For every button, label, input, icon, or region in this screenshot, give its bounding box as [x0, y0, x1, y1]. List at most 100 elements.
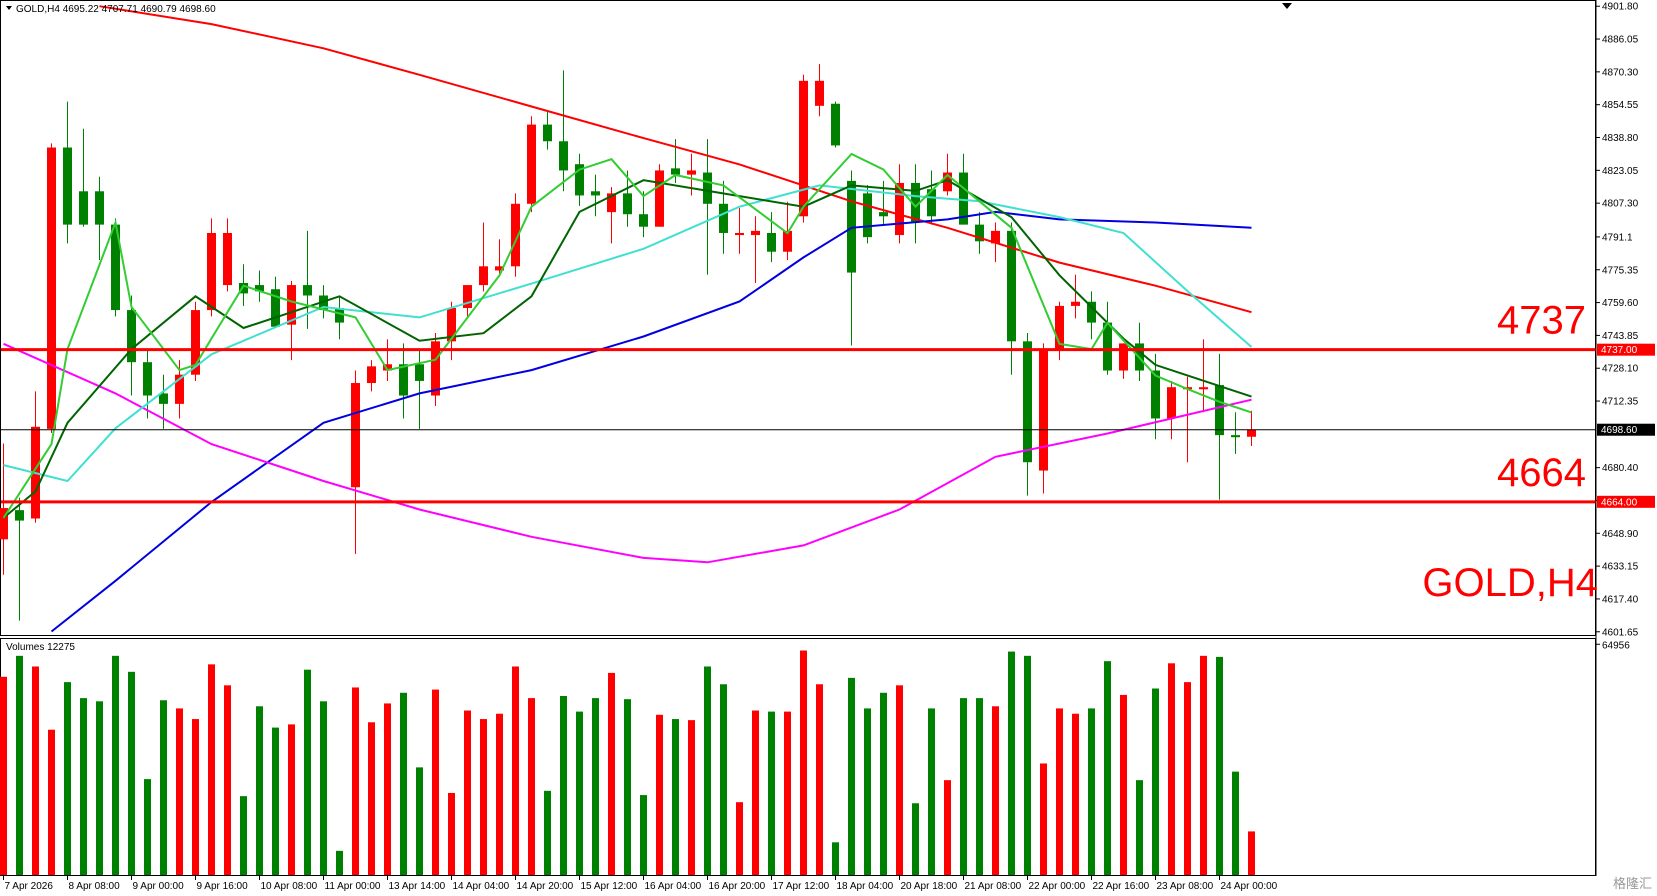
level-tag-label: 4737.00: [1601, 345, 1638, 356]
y-tick-label: 4728.10: [1602, 364, 1639, 375]
level-tag: [1597, 495, 1655, 508]
candle-body: [1199, 387, 1208, 390]
volume-bar: [272, 727, 279, 875]
volume-bar: [1136, 780, 1143, 875]
candle-body: [495, 266, 504, 271]
x-tick-label: 18 Apr 04:00: [837, 881, 894, 892]
candle-body: [127, 310, 136, 363]
candle-body: [319, 295, 328, 311]
volume-bar: [1088, 708, 1095, 875]
x-tick-label: 22 Apr 00:00: [1029, 881, 1086, 892]
volume-bar: [640, 795, 647, 875]
volume-bar: [1120, 694, 1127, 875]
volume-bar: [1040, 763, 1047, 875]
volume-bar: [368, 722, 375, 875]
volume-bar: [1104, 661, 1111, 875]
candle-body: [639, 214, 648, 227]
volume-bar: [608, 672, 615, 875]
volume-bar: [1248, 831, 1255, 875]
volume-bar: [576, 711, 583, 875]
y-tick-label: 4775.35: [1602, 265, 1639, 276]
x-tick-label: 11 Apr 00:00: [325, 881, 381, 892]
volume-bar: [688, 720, 695, 875]
candle-body: [351, 383, 360, 488]
volume-bar: [160, 700, 167, 875]
y-tick-label: 4823.05: [1602, 166, 1639, 177]
volume-bar: [656, 714, 663, 875]
volume-bar: [16, 655, 23, 875]
volume-bar: [880, 692, 887, 875]
x-tick-label: 9 Apr 16:00: [197, 881, 249, 892]
volume-bar: [224, 685, 231, 875]
volume-bar: [352, 687, 359, 875]
volume-bar: [512, 666, 519, 875]
moving-average: [3, 184, 1253, 483]
y-tick-label: 4743.85: [1602, 331, 1639, 342]
price-tag: [1597, 423, 1655, 436]
volume-bar: [1056, 708, 1063, 875]
volume-bar: [1216, 656, 1223, 875]
candle-body: [511, 203, 520, 267]
volume-bar: [1200, 655, 1207, 875]
candle-body: [1247, 429, 1256, 437]
x-tick-label: 13 Apr 14:00: [389, 881, 446, 892]
candle-body: [383, 364, 392, 371]
x-tick-label: 10 Apr 08:00: [261, 881, 318, 892]
candle-body: [95, 191, 104, 225]
volume-bar: [1184, 682, 1191, 875]
y-tick-label: 4838.80: [1602, 133, 1639, 144]
candle-body: [239, 282, 248, 294]
candle-body: [447, 307, 456, 342]
y-tick-label: 4791.1: [1602, 232, 1633, 243]
volume-bar: [1024, 655, 1031, 875]
candle-body: [975, 224, 984, 242]
volume-bar: [960, 698, 967, 875]
volume-title: Volumes: [6, 642, 44, 653]
candle-body: [847, 180, 856, 273]
x-tick-label: 24 Apr 00:00: [1221, 881, 1278, 892]
volume-pane: [0, 638, 1596, 876]
candle-body: [271, 289, 280, 327]
moving-average: [2, 152, 1252, 519]
volume-bar: [80, 698, 87, 875]
y-tick-label: 4712.35: [1602, 397, 1639, 408]
y-tick-label: 4648.90: [1602, 529, 1639, 540]
candle-body: [367, 366, 376, 384]
volume-bar: [256, 706, 263, 875]
moving-average: [2, 179, 1252, 519]
volume-bar: [464, 710, 471, 875]
candle-body: [207, 232, 216, 311]
volume-bar: [736, 802, 743, 875]
level-tag: [1597, 343, 1655, 356]
candle-body: [479, 266, 488, 286]
volume-bar: [112, 655, 119, 875]
volume-header: Volumes 12275: [6, 642, 75, 653]
y-tick-label: 4870.30: [1602, 67, 1639, 78]
volume-bar: [624, 699, 631, 875]
candle-body: [255, 285, 264, 292]
x-tick-label: 14 Apr 04:00: [453, 881, 510, 892]
candle-body: [735, 232, 744, 236]
volume-bar: [1008, 651, 1015, 875]
volume-bar: [752, 710, 759, 875]
moving-average: [3, 342, 1252, 564]
candle-body: [431, 341, 440, 396]
volume-bar: [288, 724, 295, 875]
candle-body: [671, 168, 680, 175]
candle-body: [159, 393, 168, 404]
candle-body: [287, 285, 296, 325]
candle-body: [559, 141, 568, 171]
volume-bar: [928, 708, 935, 875]
candle-body: [911, 182, 920, 223]
x-tick-label: 9 Apr 00:00: [133, 881, 185, 892]
y-tick-label: 4807.30: [1602, 199, 1639, 210]
candle-body: [959, 172, 968, 225]
volume-bar: [384, 703, 391, 875]
candle-body: [47, 147, 56, 429]
watermark: 格隆汇: [1613, 876, 1652, 891]
candle-body: [831, 103, 840, 146]
x-tick-label: 15 Apr 12:00: [581, 881, 638, 892]
candle-body: [143, 362, 152, 396]
x-tick-label: 17 Apr 12:00: [773, 881, 830, 892]
